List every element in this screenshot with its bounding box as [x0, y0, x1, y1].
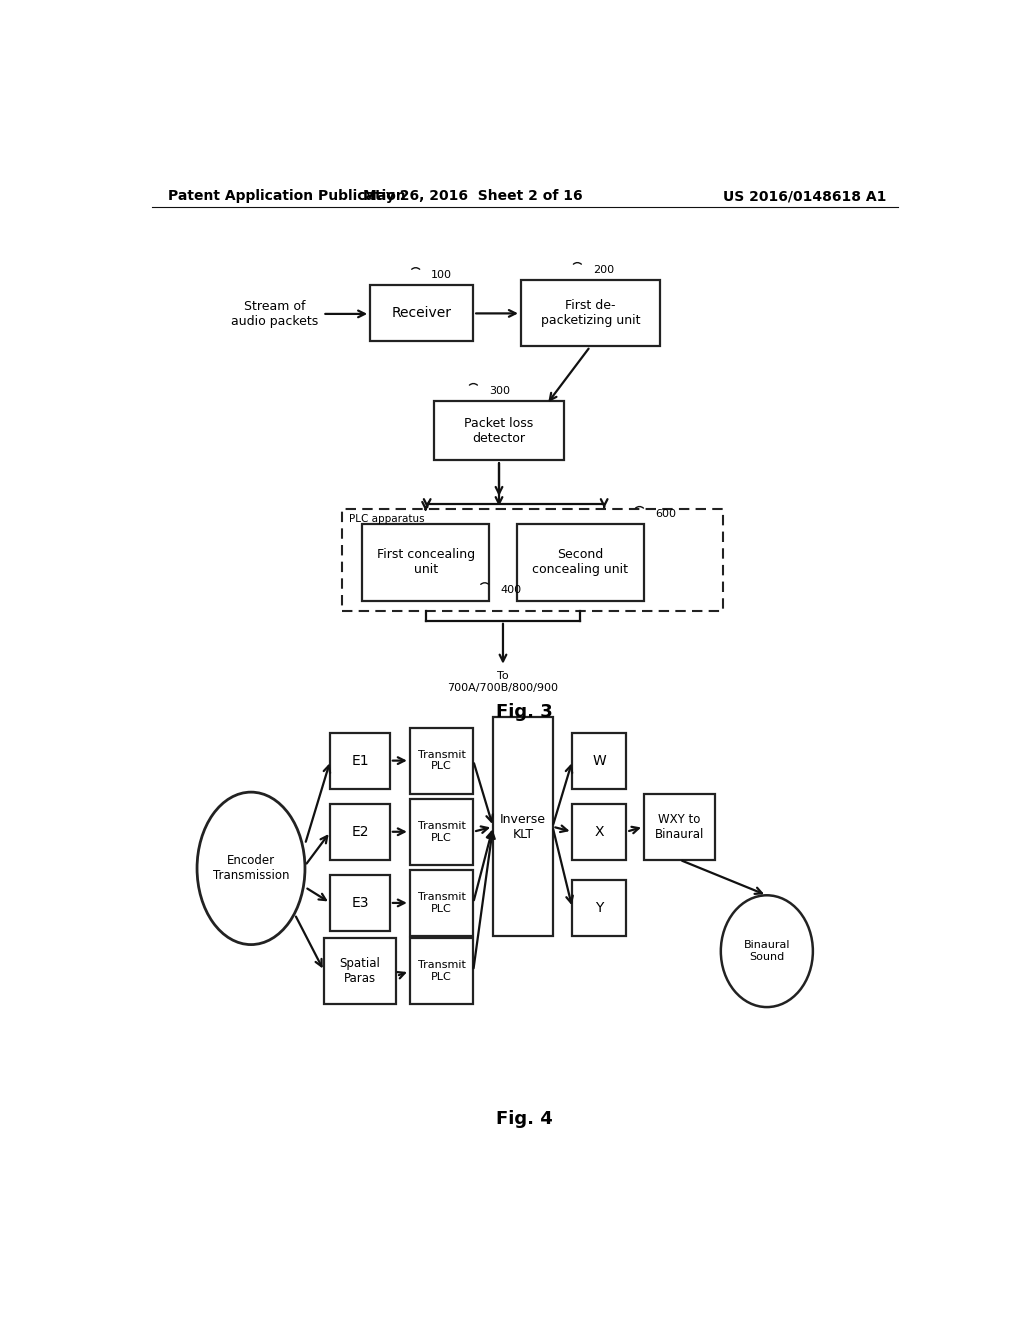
Bar: [410, 799, 473, 865]
Text: E3: E3: [351, 896, 369, 909]
Text: Transmit
PLC: Transmit PLC: [418, 750, 466, 771]
Bar: [494, 718, 553, 936]
Text: May 26, 2016  Sheet 2 of 16: May 26, 2016 Sheet 2 of 16: [364, 189, 583, 203]
Text: WXY to
Binaural: WXY to Binaural: [655, 813, 705, 841]
Text: Transmit
PLC: Transmit PLC: [418, 821, 466, 842]
Text: 400: 400: [500, 586, 521, 595]
Bar: [410, 870, 473, 936]
Bar: [362, 524, 489, 601]
Text: US 2016/0148618 A1: US 2016/0148618 A1: [723, 189, 886, 203]
Bar: [517, 524, 644, 601]
Text: Transmit
PLC: Transmit PLC: [418, 892, 466, 913]
Text: 600: 600: [655, 510, 676, 519]
Text: Packet loss
detector: Packet loss detector: [464, 417, 534, 445]
Text: X: X: [595, 825, 604, 838]
Bar: [331, 875, 390, 931]
Bar: [331, 733, 390, 788]
Text: Binaural
Sound: Binaural Sound: [743, 940, 791, 962]
Bar: [572, 733, 627, 788]
Bar: [342, 510, 723, 611]
Text: 100: 100: [431, 271, 453, 280]
Bar: [572, 804, 627, 859]
Text: First concealing
unit: First concealing unit: [377, 548, 475, 577]
Bar: [324, 939, 396, 1005]
Bar: [331, 804, 390, 859]
Text: Inverse
KLT: Inverse KLT: [500, 813, 546, 841]
Text: E1: E1: [351, 754, 369, 768]
Bar: [433, 401, 564, 461]
Ellipse shape: [197, 792, 305, 945]
Ellipse shape: [721, 895, 813, 1007]
Text: First de-
packetizing unit: First de- packetizing unit: [541, 300, 640, 327]
Text: 200: 200: [593, 265, 614, 276]
Text: Fig. 4: Fig. 4: [497, 1110, 553, 1127]
Bar: [644, 793, 716, 859]
Text: W: W: [593, 754, 606, 768]
Text: Encoder
Transmission: Encoder Transmission: [213, 854, 289, 882]
Text: Patent Application Publication: Patent Application Publication: [168, 189, 406, 203]
Bar: [370, 285, 473, 342]
Text: Spatial
Paras: Spatial Paras: [340, 957, 381, 985]
Bar: [521, 280, 659, 346]
Bar: [410, 939, 473, 1005]
Text: 300: 300: [488, 387, 510, 396]
Text: Stream of
audio packets: Stream of audio packets: [231, 300, 318, 327]
Text: Transmit
PLC: Transmit PLC: [418, 960, 466, 982]
Bar: [410, 727, 473, 793]
Text: PLC apparatus: PLC apparatus: [348, 515, 424, 524]
Text: E2: E2: [351, 825, 369, 838]
Text: To
700A/700B/800/900: To 700A/700B/800/900: [447, 671, 558, 693]
Text: Second
concealing unit: Second concealing unit: [532, 548, 629, 577]
Text: Fig. 3: Fig. 3: [497, 704, 553, 721]
Text: Y: Y: [595, 902, 603, 915]
Bar: [572, 880, 627, 936]
Text: Receiver: Receiver: [391, 306, 452, 321]
